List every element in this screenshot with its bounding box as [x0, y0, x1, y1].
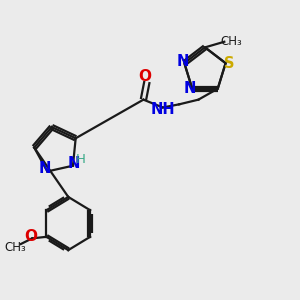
Text: N: N [184, 81, 196, 96]
Text: N: N [39, 161, 51, 176]
Text: N: N [177, 54, 189, 69]
Text: N: N [68, 156, 80, 171]
Text: H: H [75, 153, 85, 166]
Text: O: O [25, 229, 38, 244]
Text: NH: NH [151, 101, 176, 116]
Text: S: S [224, 56, 234, 71]
Text: CH₃: CH₃ [221, 35, 243, 48]
Text: CH₃: CH₃ [4, 241, 26, 254]
Text: O: O [138, 69, 151, 84]
